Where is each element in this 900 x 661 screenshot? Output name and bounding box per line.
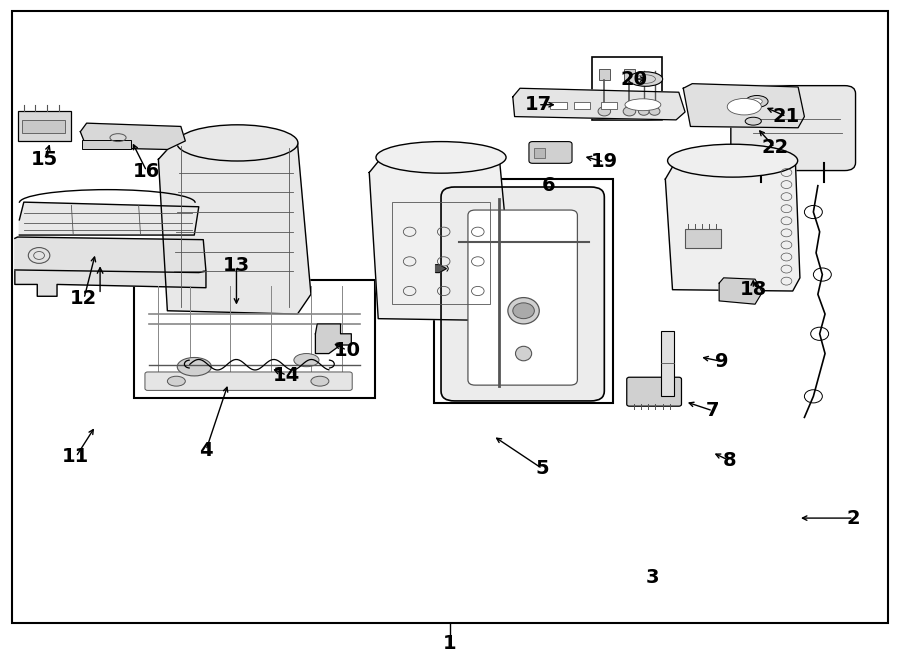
Text: 2: 2 [847,508,860,527]
Text: 8: 8 [723,451,737,471]
Polygon shape [158,139,310,314]
Circle shape [638,107,649,115]
Bar [598,69,609,81]
Text: 10: 10 [333,341,360,360]
Ellipse shape [628,72,662,87]
Text: 16: 16 [133,162,160,180]
Bar [574,102,590,108]
Ellipse shape [176,125,298,161]
Circle shape [649,107,660,115]
Bar [592,58,662,120]
Ellipse shape [294,354,319,367]
Text: 4: 4 [199,441,212,460]
Circle shape [598,106,610,116]
Bar [434,179,613,403]
Ellipse shape [625,98,661,110]
Ellipse shape [376,141,506,173]
Bar [685,229,721,248]
Bar [22,120,65,133]
Bar [624,69,634,81]
Bar [551,102,567,108]
Ellipse shape [310,376,328,386]
Text: 9: 9 [716,352,729,371]
Bar [82,139,131,149]
FancyBboxPatch shape [441,187,604,401]
Text: 20: 20 [620,69,647,89]
Polygon shape [436,264,446,272]
Circle shape [513,303,535,319]
Ellipse shape [668,144,797,177]
Polygon shape [683,84,805,128]
Text: 15: 15 [31,150,58,169]
Polygon shape [513,89,685,120]
FancyBboxPatch shape [468,210,578,385]
Text: 13: 13 [223,256,250,276]
Polygon shape [369,156,513,321]
FancyBboxPatch shape [529,141,572,163]
Ellipse shape [745,117,761,125]
Text: 12: 12 [70,290,97,309]
Polygon shape [14,237,206,272]
Text: 18: 18 [740,280,767,299]
Ellipse shape [167,376,185,386]
Ellipse shape [516,346,532,361]
Polygon shape [14,271,206,296]
Polygon shape [19,202,199,235]
Bar [661,330,674,397]
Text: 21: 21 [773,107,800,126]
Text: 19: 19 [590,153,618,171]
Ellipse shape [508,297,539,324]
Polygon shape [80,123,185,149]
Bar [134,280,374,398]
FancyBboxPatch shape [145,372,352,391]
Ellipse shape [752,98,762,104]
Text: 5: 5 [536,459,549,478]
Text: 6: 6 [542,176,555,195]
Text: 7: 7 [706,401,720,420]
Ellipse shape [177,358,212,376]
Ellipse shape [745,96,768,107]
Bar [600,102,617,108]
Circle shape [623,106,635,116]
Ellipse shape [727,98,761,115]
FancyBboxPatch shape [626,377,681,407]
Text: 11: 11 [62,447,89,467]
Text: 14: 14 [273,366,301,385]
Polygon shape [719,278,762,304]
Polygon shape [665,161,800,291]
Text: 22: 22 [761,138,788,157]
Polygon shape [315,324,351,354]
Text: 17: 17 [525,95,552,114]
Bar [17,111,71,141]
FancyBboxPatch shape [731,86,856,171]
Bar [392,202,491,304]
Bar [535,147,545,158]
Text: 3: 3 [646,568,660,587]
Text: 1: 1 [443,634,457,652]
